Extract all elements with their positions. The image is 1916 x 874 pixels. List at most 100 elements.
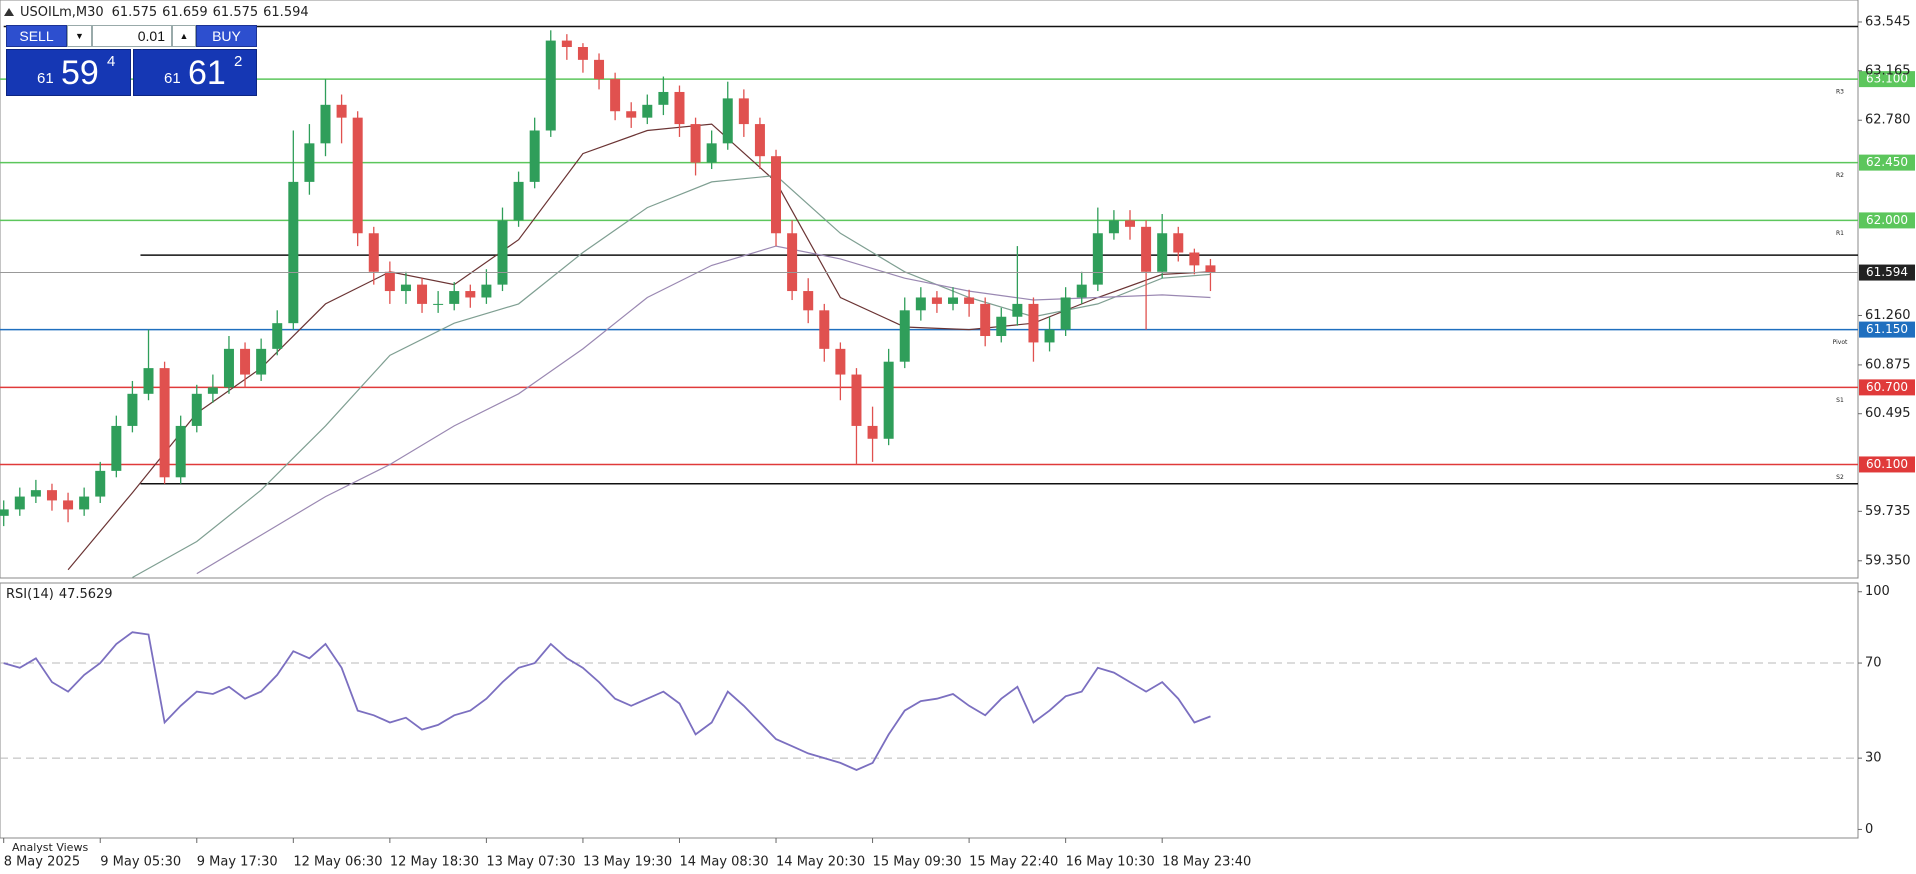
candle-body	[1060, 297, 1071, 330]
y-tick-label: 30	[1865, 751, 1882, 766]
candle-body	[610, 79, 621, 112]
candle-body	[642, 104, 653, 118]
candle-body	[481, 284, 492, 298]
x-tick-label: 16 May 10:30	[1066, 855, 1155, 870]
candle-body	[449, 291, 460, 304]
y-tick-label: 70	[1865, 656, 1882, 671]
candle-body	[883, 361, 894, 439]
candle-body	[368, 233, 379, 272]
y-tick-label: 60.875	[1865, 357, 1911, 372]
volume-input[interactable]: 0.01	[92, 25, 172, 47]
y-tick-label: 63.165	[1865, 63, 1911, 78]
candle-body	[754, 124, 765, 157]
y-tick-label: 100	[1865, 584, 1890, 599]
candle-body	[674, 91, 685, 125]
candle-body	[1108, 220, 1119, 234]
x-tick-label: 12 May 06:30	[293, 855, 382, 870]
candle-body	[0, 509, 9, 516]
candle-body	[304, 143, 315, 182]
x-tick-label: 18 May 23:40	[1162, 855, 1251, 870]
candle-body	[111, 425, 122, 471]
level-label-box	[1859, 456, 1915, 473]
sell-pips: 59	[61, 54, 99, 92]
candle-body	[497, 220, 508, 285]
buy-pips: 61	[188, 54, 226, 92]
trade-panel: SELL ▼ 0.01 ▲ BUY 61 59 4 61 61 2	[6, 25, 257, 96]
buy-button[interactable]: BUY	[196, 25, 257, 47]
buy-price[interactable]: 61 61 2	[133, 49, 257, 96]
candle-body	[127, 393, 138, 426]
candle-body	[159, 368, 170, 478]
candle-body	[384, 271, 395, 292]
candle-body	[95, 470, 106, 497]
candle-body	[1189, 252, 1200, 266]
candle-body	[980, 303, 991, 337]
y-tick-label: 59.735	[1865, 504, 1911, 519]
level-label: 60.700	[1866, 380, 1908, 394]
x-tick-label: 15 May 09:30	[873, 855, 962, 870]
candle-body	[46, 490, 57, 501]
level-label: 61.150	[1866, 322, 1908, 336]
candle-body	[899, 310, 910, 362]
candle-body	[63, 500, 74, 510]
rsi-frame	[0, 582, 1859, 839]
level-label-box	[1859, 379, 1915, 396]
candle-body	[658, 91, 669, 105]
footer[interactable]: Analyst Views	[12, 841, 88, 854]
candle-body	[561, 40, 572, 48]
moving-average	[196, 245, 1211, 575]
candle-body	[626, 111, 637, 118]
candle-body	[1012, 303, 1023, 317]
volume-down[interactable]: ▼	[67, 25, 92, 47]
rsi-header: RSI(14) 47.5629	[6, 587, 113, 602]
level-name: R3	[1836, 89, 1844, 96]
candle-body	[722, 98, 733, 144]
x-tick-label: 15 May 22:40	[969, 855, 1058, 870]
level-label-box	[1859, 71, 1915, 88]
level-label-box	[1859, 154, 1915, 171]
candle-body	[1157, 233, 1168, 272]
candle-body	[803, 291, 814, 311]
candle-body	[819, 310, 830, 349]
x-tick-label: 9 May 05:30	[100, 855, 181, 870]
level-label: 63.100	[1866, 72, 1908, 86]
header-high: 61.659	[162, 5, 208, 20]
sell-price[interactable]: 61 59 4	[6, 49, 131, 96]
moving-average	[132, 174, 1211, 579]
candle-body	[771, 156, 782, 234]
x-tick-label: 8 May 2025	[4, 855, 81, 870]
candle-body	[223, 348, 234, 388]
candle-body	[14, 496, 25, 510]
last-price-box	[1859, 264, 1915, 281]
candle-body	[851, 374, 862, 426]
candle-body	[1028, 303, 1039, 343]
x-tick-label: 13 May 07:30	[486, 855, 575, 870]
candle-body	[320, 104, 331, 144]
volume-up[interactable]: ▲	[172, 25, 196, 47]
level-label-box	[1859, 212, 1915, 229]
rsi-current: 47.5629	[59, 587, 113, 602]
level-name: S1	[1836, 397, 1844, 404]
candle-body	[143, 368, 154, 394]
level-label-box	[1859, 321, 1915, 338]
candle-body	[706, 143, 717, 163]
candle-body	[1076, 284, 1087, 298]
candle-body	[191, 393, 202, 426]
candle-body	[272, 323, 283, 349]
header-low: 61.575	[213, 5, 259, 20]
candle-body	[30, 490, 41, 497]
candle-body	[1044, 329, 1055, 343]
y-tick-label: 61.260	[1865, 308, 1911, 323]
candle-body	[738, 98, 749, 125]
candle-body	[1092, 233, 1103, 285]
level-label: 60.100	[1866, 457, 1908, 471]
sell-button[interactable]: SELL	[6, 25, 67, 47]
y-tick-label: 59.350	[1865, 553, 1911, 568]
collapse-icon[interactable]	[4, 8, 14, 16]
candle-body	[465, 291, 476, 298]
candle-body	[594, 59, 605, 80]
sell-point: 4	[107, 53, 116, 70]
candle-body	[690, 124, 701, 163]
